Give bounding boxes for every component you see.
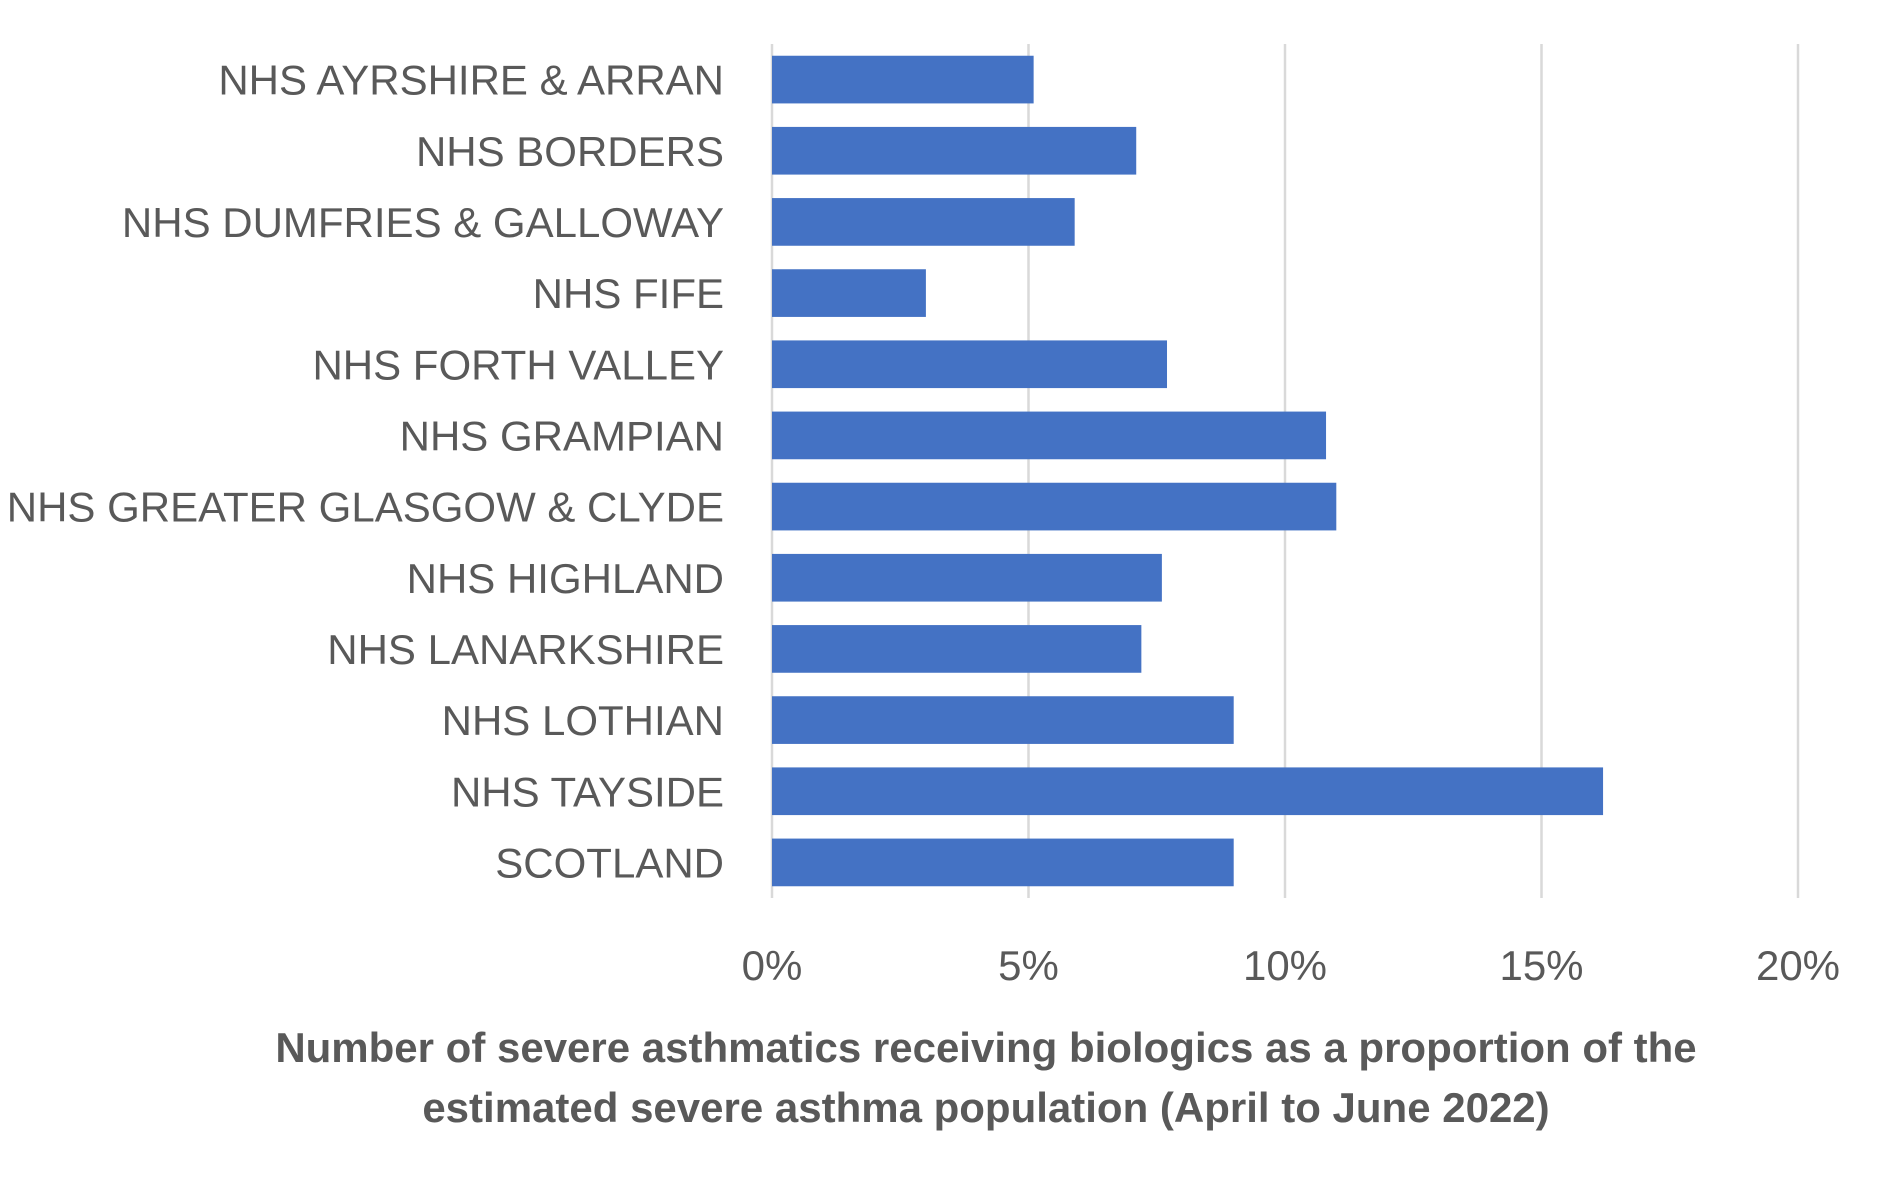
bars [772,55,1604,887]
category-label: NHS LOTHIAN [442,697,724,744]
bar [772,838,1234,887]
category-label: SCOTLAND [495,839,724,886]
category-label: NHS FIFE [533,270,724,317]
x-axis-title-line-1: Number of severe asthmatics receiving bi… [275,1024,1696,1071]
bar [772,126,1137,175]
category-label: NHS DUMFRIES & GALLOWAY [122,199,724,246]
bar [772,482,1337,531]
bar [772,767,1604,816]
bar [772,696,1234,744]
category-label: NHS TAYSIDE [451,768,724,815]
category-label: NHS GREATER GLASGOW & CLYDE [7,484,724,531]
bar [772,411,1327,460]
category-label: NHS FORTH VALLEY [312,341,724,388]
bar [772,553,1162,602]
category-label: NHS GRAMPIAN [400,412,724,459]
bar [772,269,926,317]
bar [772,340,1168,389]
category-label: NHS AYRSHIRE & ARRAN [218,57,724,104]
category-labels: NHS AYRSHIRE & ARRAN NHS BORDERS NHS DUMFR… [7,57,724,887]
x-tick-labels: 0% 5% 10% 15% 20% [742,942,1840,989]
x-tick-label: 10% [1243,942,1327,989]
category-label: NHS BORDERS [416,128,724,175]
bar [772,198,1075,246]
x-tick-label: 5% [998,942,1059,989]
category-label: NHS LANARKSHIRE [327,626,724,673]
bar [772,625,1142,673]
x-tick-label: 0% [742,942,803,989]
x-axis-title-line-2: estimated severe asthma population (Apri… [422,1084,1549,1131]
bar [772,55,1034,104]
x-tick-label: 15% [1499,942,1583,989]
category-label: NHS HIGHLAND [407,555,724,602]
gridlines [770,44,1800,898]
x-tick-label: 20% [1756,942,1840,989]
